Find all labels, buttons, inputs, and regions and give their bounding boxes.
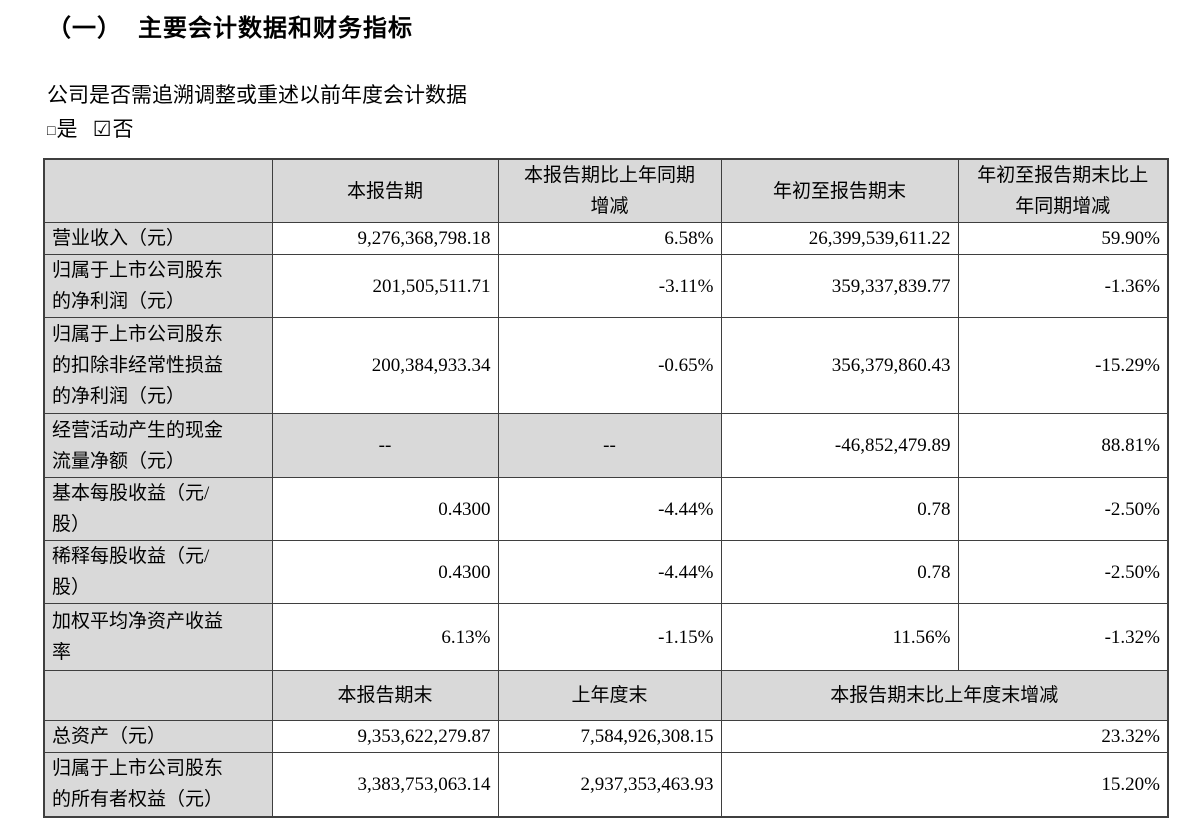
value-ytd: 0.78 <box>720 477 959 541</box>
value-prior-year-end: 7,584,926,308.15 <box>497 720 722 753</box>
value-yoy-change: -4.44% <box>497 540 722 604</box>
corner-cell <box>43 670 273 721</box>
table-row-basic-eps: 基本每股收益（元/ 股） 0.4300 -4.44% 0.78 -2.50% <box>43 477 1169 541</box>
value-current-period: 201,505,511.71 <box>271 254 499 318</box>
section-title: （一） 主要会计数据和财务指标 <box>47 8 413 43</box>
value-yoy-change: -4.44% <box>497 477 722 541</box>
value-period-end: 3,383,753,063.14 <box>271 752 499 817</box>
row-label: 总资产（元） <box>43 720 273 753</box>
value-ytd-yoy-change: -1.32% <box>957 603 1169 671</box>
value-current-period: 9,276,368,798.18 <box>271 222 499 255</box>
row-label: 基本每股收益（元/ 股） <box>43 477 273 541</box>
value-yoy-change: -3.11% <box>497 254 722 318</box>
value-period-end: 9,353,622,279.87 <box>271 720 499 753</box>
value-current-period: 0.4300 <box>271 477 499 541</box>
restate-question: 公司是否需追溯调整或重述以前年度会计数据 <box>47 83 467 107</box>
table-row-net-profit: 归属于上市公司股东 的净利润（元） 201,505,511.71 -3.11% … <box>43 254 1169 318</box>
value-ytd-yoy-change: 59.90% <box>957 222 1169 255</box>
header-row-period-end: 本报告期末 上年度末 本报告期末比上年度末增减 <box>43 670 1169 721</box>
value-ytd-yoy-change: -2.50% <box>957 477 1169 541</box>
column-header-ytd: 年初至报告期末 <box>720 158 959 223</box>
column-header-change-vs-prior-year-end: 本报告期末比上年度末增减 <box>720 670 1169 721</box>
value-yoy-change: 6.58% <box>497 222 722 255</box>
section-number: （一） <box>47 15 122 42</box>
value-prior-year-end: 2,937,353,463.93 <box>497 752 722 817</box>
checkbox-yes-label: 是 <box>56 117 78 141</box>
checkbox-no[interactable]: ☑否 <box>93 117 134 141</box>
row-label: 归属于上市公司股东 的所有者权益（元） <box>43 752 273 817</box>
row-label: 经营活动产生的现金 流量净额（元） <box>43 413 273 478</box>
row-label: 归属于上市公司股东 的净利润（元） <box>43 254 273 318</box>
table-row-total-assets: 总资产（元） 9,353,622,279.87 7,584,926,308.15… <box>43 720 1169 753</box>
checkbox-yes-box-icon: □ <box>47 124 56 139</box>
value-ytd-yoy-change: -1.36% <box>957 254 1169 318</box>
restate-checkbox-line: □是 ☑否 <box>47 113 144 143</box>
value-yoy-change: -1.15% <box>497 603 722 671</box>
column-header-prior-year-end: 上年度末 <box>497 670 722 721</box>
financial-indicators-table: 本报告期 本报告期比上年同期 增减 年初至报告期末 年初至报告期末比上 年同期增… <box>43 158 1169 818</box>
value-yoy-change-na: -- <box>497 413 722 478</box>
value-ytd-yoy-change: -15.29% <box>957 317 1169 414</box>
corner-cell <box>43 158 273 223</box>
section-title-text: 主要会计数据和财务指标 <box>138 15 413 42</box>
value-current-period: 0.4300 <box>271 540 499 604</box>
value-current-period: 6.13% <box>271 603 499 671</box>
column-header-period-end: 本报告期末 <box>271 670 499 721</box>
value-ytd-yoy-change: 88.81% <box>957 413 1169 478</box>
table-row-diluted-eps: 稀释每股收益（元/ 股） 0.4300 -4.44% 0.78 -2.50% <box>43 540 1169 604</box>
value-ytd: 359,337,839.77 <box>720 254 959 318</box>
value-ytd: 26,399,539,611.22 <box>720 222 959 255</box>
value-current-period-na: -- <box>271 413 499 478</box>
value-change-vs-prior-year-end: 15.20% <box>720 752 1169 817</box>
table-row-weighted-avg-roe: 加权平均净资产收益 率 6.13% -1.15% 11.56% -1.32% <box>43 603 1169 671</box>
value-ytd: 356,379,860.43 <box>720 317 959 414</box>
checkbox-no-label: 否 <box>112 117 134 141</box>
value-ytd-yoy-change: -2.50% <box>957 540 1169 604</box>
value-change-vs-prior-year-end: 23.32% <box>720 720 1169 753</box>
checkbox-no-box-icon: ☑ <box>92 117 112 141</box>
value-ytd: -46,852,479.89 <box>720 413 959 478</box>
checkbox-yes[interactable]: □是 <box>47 117 77 141</box>
column-header-yoy-change: 本报告期比上年同期 增减 <box>497 158 722 223</box>
value-yoy-change: -0.65% <box>497 317 722 414</box>
column-header-ytd-yoy-change: 年初至报告期末比上 年同期增减 <box>957 158 1169 223</box>
table-row-equity-attributable: 归属于上市公司股东 的所有者权益（元） 3,383,753,063.14 2,9… <box>43 752 1169 817</box>
column-header-current-period: 本报告期 <box>271 158 499 223</box>
table-row-net-profit-excl-nonrecurring: 归属于上市公司股东 的扣除非经常性损益 的净利润（元） 200,384,933.… <box>43 317 1169 414</box>
header-row-period: 本报告期 本报告期比上年同期 增减 年初至报告期末 年初至报告期末比上 年同期增… <box>43 158 1169 223</box>
row-label: 营业收入（元） <box>43 222 273 255</box>
row-label: 加权平均净资产收益 率 <box>43 603 273 671</box>
table-row-operating-cash-flow: 经营活动产生的现金 流量净额（元） -- -- -46,852,479.89 8… <box>43 413 1169 478</box>
row-label: 归属于上市公司股东 的扣除非经常性损益 的净利润（元） <box>43 317 273 414</box>
value-ytd: 0.78 <box>720 540 959 604</box>
value-ytd: 11.56% <box>720 603 959 671</box>
value-current-period: 200,384,933.34 <box>271 317 499 414</box>
table-row-revenue: 营业收入（元） 9,276,368,798.18 6.58% 26,399,53… <box>43 222 1169 255</box>
row-label: 稀释每股收益（元/ 股） <box>43 540 273 604</box>
